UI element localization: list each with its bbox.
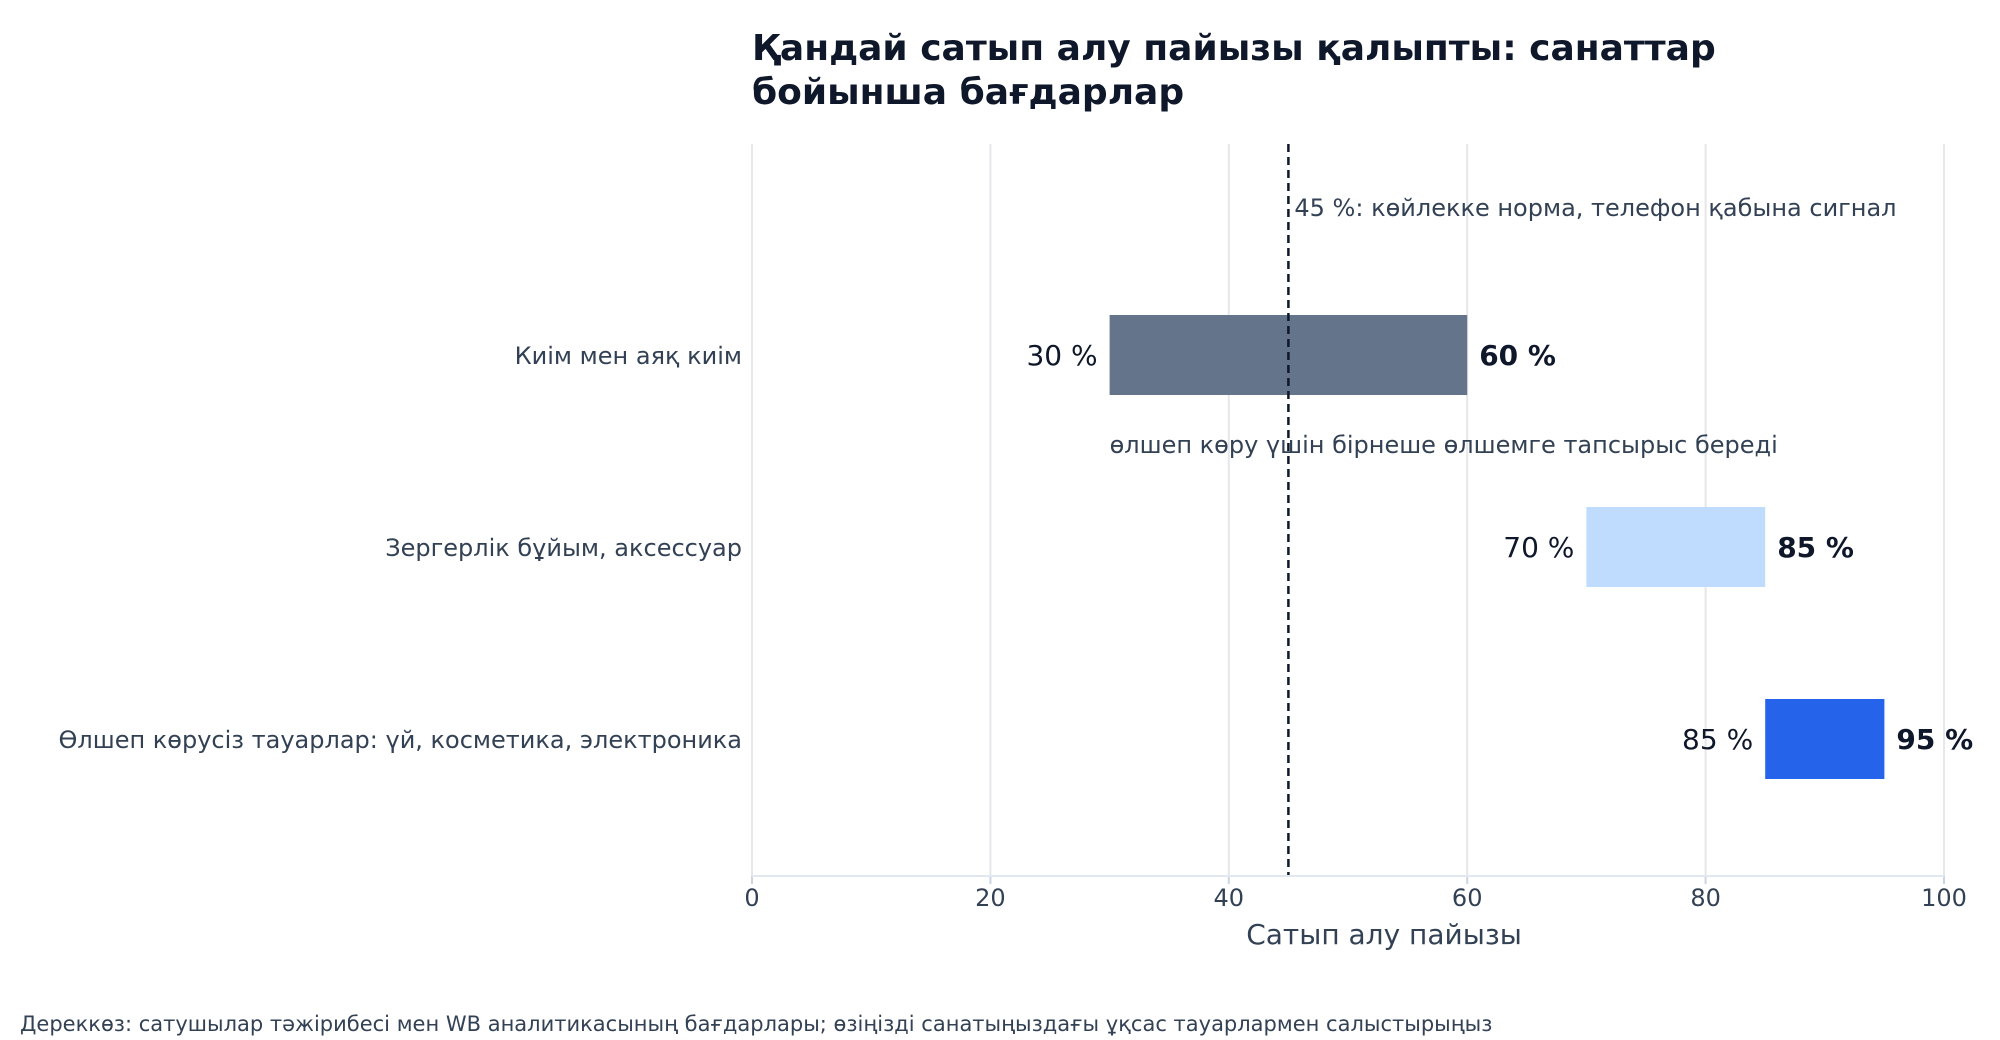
tick-label-60: 60: [1452, 884, 1483, 912]
tick-label-20: 20: [975, 884, 1006, 912]
range-low-label-0: 30 %: [1026, 339, 1097, 372]
tick-label-0: 0: [744, 884, 759, 912]
tick-label-80: 80: [1690, 884, 1721, 912]
category-label-2: Өлшеп көрусіз тауарлар: үй, косметика, э…: [59, 726, 742, 754]
x-axis: 0 20 40 60 80 100: [744, 875, 1967, 912]
source-note: Дереккөз: сатушылар тәжірибесі мен WB ан…: [20, 1012, 1492, 1036]
range-high-label-0: 60 %: [1479, 339, 1556, 372]
range-low-label-1: 70 %: [1503, 531, 1574, 564]
chart-title-line-2: бойынша бағдарлар: [752, 72, 1184, 113]
category-label-1: Зергерлік бұйым, аксессуар: [385, 534, 742, 562]
bars-group: Киім мен аяқ киім 30 % 60 % Зергерлік бұйым…: [59, 144, 1973, 876]
range-low-label-2: 85 %: [1682, 723, 1753, 756]
reference-line-label: 45 %: көйлекке норма, телефон қабына сиг…: [1294, 194, 1896, 222]
range-high-label-1: 85 %: [1777, 531, 1854, 564]
range-bar-1: [1586, 507, 1766, 587]
chart-title-line-1: Қандай сатып алу пайызы қалыпты: санатта…: [752, 28, 1716, 69]
tick-label-40: 40: [1214, 884, 1245, 912]
bar-annotation: өлшеп көру үшін бірнеше өлшемге тапсырыс…: [1110, 431, 1778, 459]
range-high-label-2: 95 %: [1896, 723, 1973, 756]
category-label-0: Киім мен аяқ киім: [515, 342, 742, 370]
x-axis-label: Сатып алу пайызы: [1246, 918, 1522, 951]
range-bar-2: [1765, 699, 1885, 779]
tick-label-100: 100: [1921, 884, 1967, 912]
